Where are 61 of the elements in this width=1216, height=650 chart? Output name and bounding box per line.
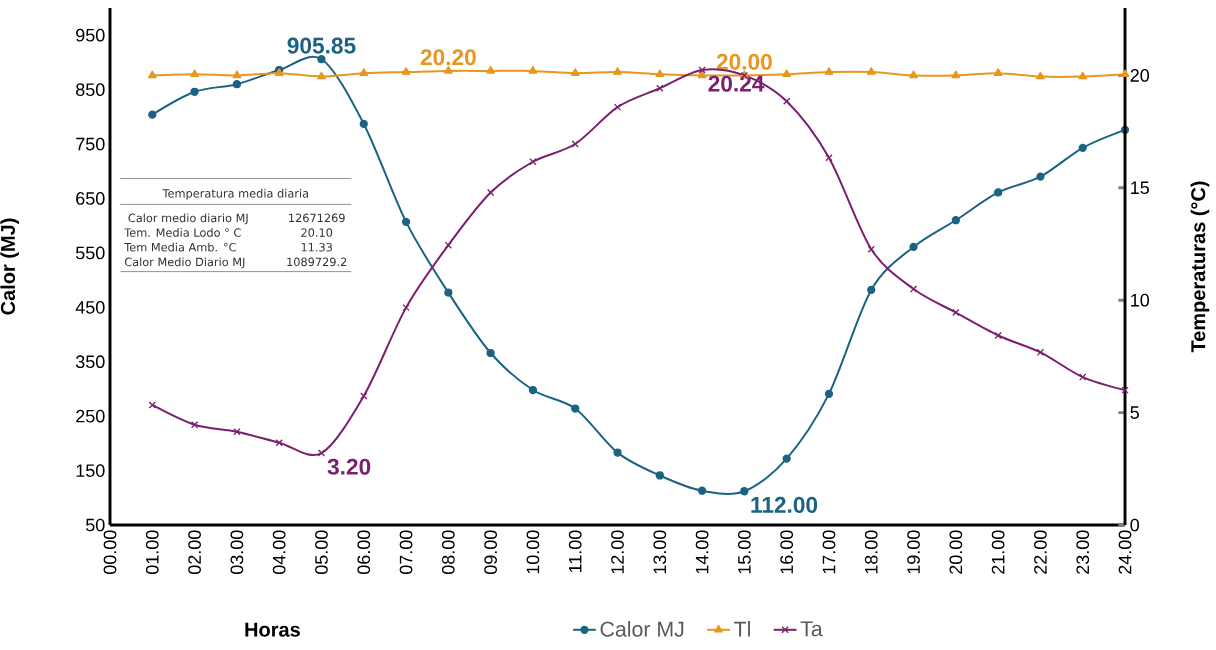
x-tick-label: 05.00 [315, 530, 328, 575]
data-label: 112.00 [751, 496, 818, 513]
annotation: Calor medio diario MJ [128, 213, 248, 225]
x-tick-label: 22.00 [1034, 530, 1047, 574]
x-tick-label: 23.00 [1076, 530, 1090, 574]
x-tick-label: 04.00 [272, 530, 286, 575]
x-tick-label: 12.00 [611, 530, 624, 574]
y-tick-label: 850 [76, 83, 105, 96]
x-tick-label: 24.00 [1118, 530, 1132, 574]
x-tick-label: 19.00 [907, 530, 920, 574]
x-tick-label: 16.00 [780, 530, 794, 574]
data-label: 3.20 [327, 458, 371, 475]
x-tick-label: 00.00 [103, 530, 117, 575]
y2-tick-label: 0 [1130, 518, 1140, 532]
x-tick-label: 02.00 [188, 530, 201, 575]
annotation: Temperatura media diaria [162, 188, 309, 200]
y-tick-label: 550 [75, 246, 105, 260]
y2-tick-label: 10 [1131, 293, 1150, 307]
x-tick-label: 13.00 [653, 530, 667, 574]
x-tick-label: 14.00 [695, 530, 709, 574]
annotation: Tem. Media Lodo ° C [124, 228, 241, 237]
legend-label: Tl [734, 621, 750, 637]
annotation: Tem Media Amb. °C [124, 242, 236, 252]
x-tick-label: 08.00 [441, 530, 455, 575]
annotation: 11.33 [301, 242, 332, 252]
data-label: 20.00 [716, 53, 772, 70]
y2-tick-label: 5 [1130, 406, 1139, 419]
x-tick-label: 17.00 [822, 530, 836, 574]
legend-label: Calor MJ [600, 621, 684, 637]
data-label: 20.24 [708, 75, 765, 92]
y-tick-label: 150 [76, 464, 105, 477]
y-tick-label: 950 [76, 28, 105, 42]
y-tick-label: 750 [76, 137, 105, 151]
y2-axis-title: Temperaturas (°C) [1190, 181, 1210, 353]
y-tick-label: 650 [76, 192, 105, 205]
annotation: 12671269 [289, 213, 345, 223]
legend-label: Ta [800, 621, 823, 637]
y-tick-label: 350 [75, 355, 105, 369]
annotation: Calor Medio Diario MJ [124, 257, 245, 269]
x-tick-label: 07.00 [399, 530, 413, 575]
x-tick-label: 20.00 [949, 530, 963, 574]
x-tick-label: 18.00 [864, 530, 878, 574]
y2-tick-label: 15 [1131, 181, 1149, 195]
x-axis-title: Horas [245, 622, 300, 637]
y-tick-label: 50 [85, 518, 105, 532]
x-tick-label: 21.00 [991, 530, 1005, 574]
x-tick-label: 09.00 [484, 530, 497, 575]
x-tick-label: 11.00 [568, 530, 582, 573]
annotation: 1089729.2 [287, 257, 347, 267]
x-tick-label: 01.00 [145, 530, 159, 575]
x-tick-label: 06.00 [357, 530, 371, 575]
annotation: 20.10 [301, 228, 333, 237]
y-tick-label: 450 [75, 300, 105, 314]
x-tick-label: 03.00 [230, 530, 244, 575]
data-label: 20.20 [420, 49, 476, 66]
y-tick-label: 250 [76, 409, 105, 423]
data-label: 905.85 [287, 37, 356, 54]
y2-tick-label: 20 [1130, 69, 1150, 82]
x-tick-label: 10.00 [526, 530, 540, 574]
y-axis-title: Calor (MJ) [0, 218, 19, 315]
x-tick-label: 15.00 [738, 530, 751, 574]
